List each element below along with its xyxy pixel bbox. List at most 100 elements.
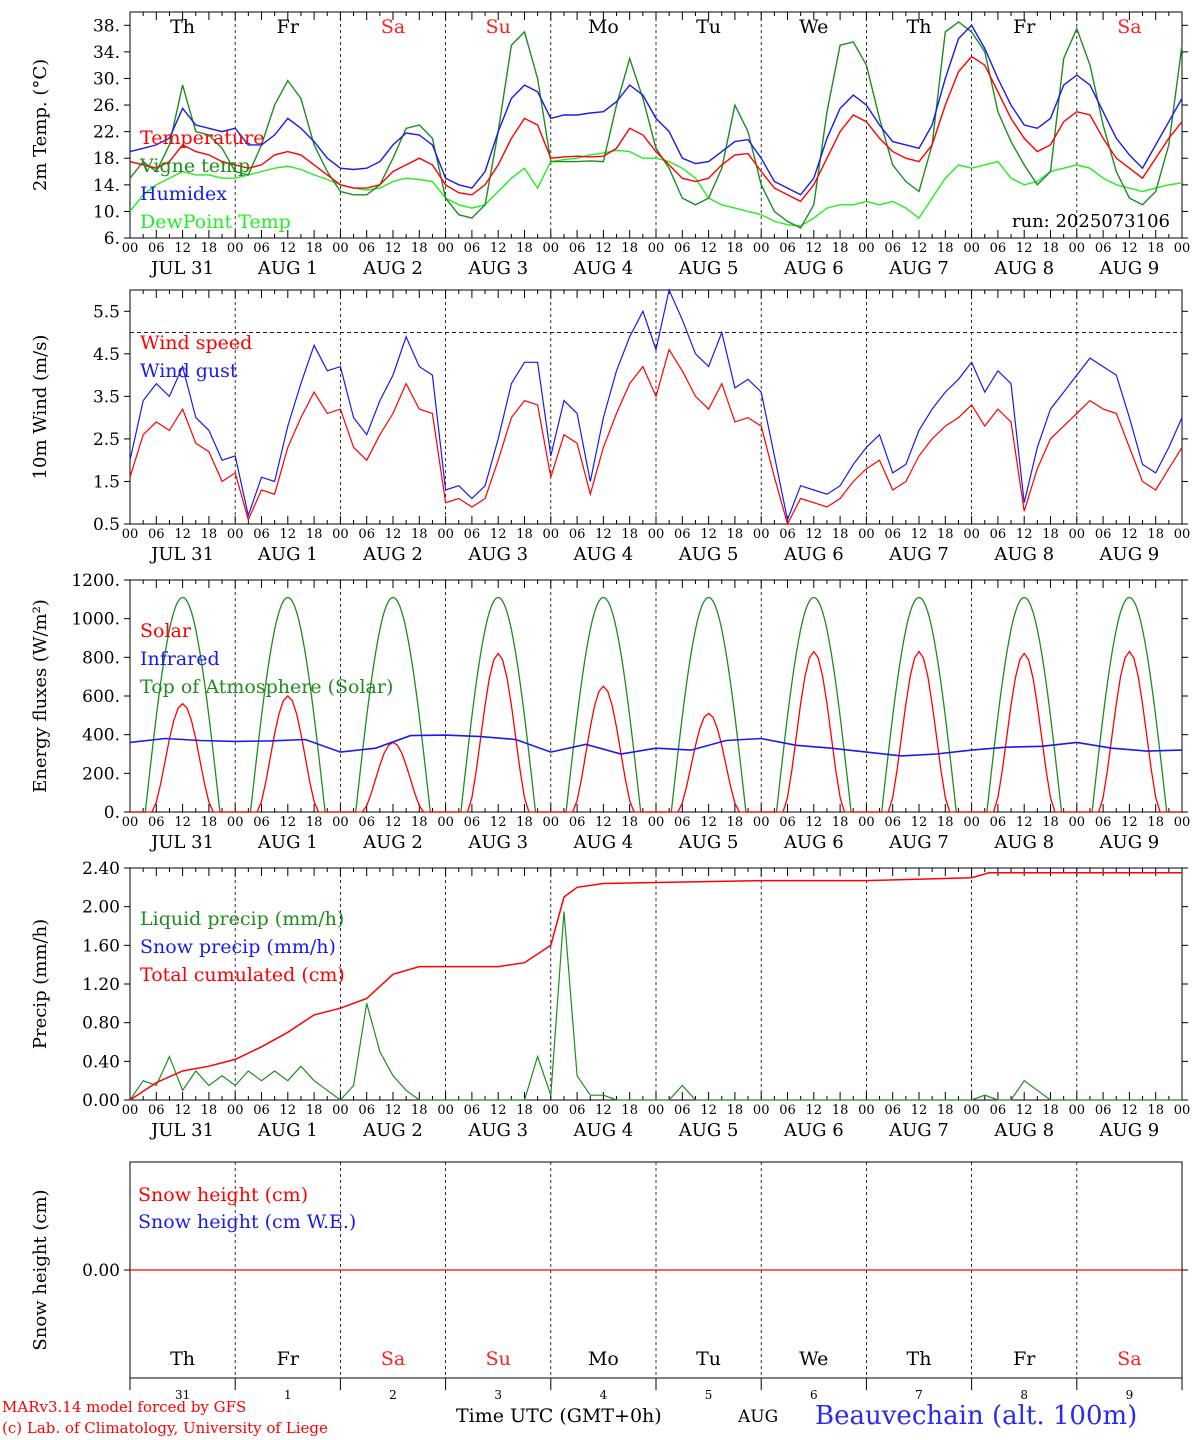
y-tick-label: 1.5 [93,472,120,492]
hour-label: 06 [253,241,270,256]
hour-label: 06 [674,527,691,542]
date-label: AUG 2 [362,544,423,565]
series-line-dewpoint-temp [129,149,1183,227]
hour-label: 12 [280,1103,297,1118]
hour-label: 18 [937,241,954,256]
series-line-humidex [129,24,1183,196]
weekday-label: Th [170,16,195,38]
weekday-label: Mo [588,1348,619,1370]
date-label: JUL 31 [149,544,214,565]
hour-label: 18 [727,815,744,830]
hour-label: 18 [306,1103,323,1118]
hour-label: 00 [1069,1103,1086,1118]
day-number-label: 8 [1020,1388,1028,1402]
site-label: Beauvechain (alt. 100m) [815,1401,1138,1431]
date-label: AUG 8 [993,832,1054,853]
weekday-label: Sa [381,16,405,38]
hour-label: 00 [543,1103,560,1118]
hour-label: 00 [753,815,770,830]
hour-label: 18 [1147,527,1164,542]
legend-entry: Solar [140,620,192,642]
series-line-temperature [129,55,1183,203]
hour-label: 12 [700,1103,717,1118]
hour-label: 06 [148,815,165,830]
hour-label: 06 [569,815,586,830]
weekday-label: Fr [1013,1348,1036,1370]
y-tick-label: 400. [82,726,120,746]
hour-label: 12 [700,815,717,830]
weekday-label: We [799,1348,828,1370]
hour-label: 12 [911,1103,928,1118]
hour-label: 12 [174,527,191,542]
hour-label: 18 [1147,815,1164,830]
hour-label: 06 [148,1103,165,1118]
y-tick-label: 10. [93,202,120,222]
weekday-label: Tu [696,1348,721,1370]
hour-label: 00 [122,241,139,256]
hour-label: 06 [779,1103,796,1118]
y-axis-label: Precip (mm/h) [30,919,51,1049]
hour-label: 18 [727,1103,744,1118]
hour-label: 06 [464,241,481,256]
hour-label: 00 [963,1103,980,1118]
hour-label: 18 [621,527,638,542]
weekday-label: Fr [277,1348,300,1370]
y-tick-label: 2.5 [93,430,120,450]
day-number-label: 3 [494,1388,502,1402]
hour-label: 18 [727,241,744,256]
hour-label: 00 [858,815,875,830]
hour-label: 00 [1069,241,1086,256]
hour-label: 00 [648,815,665,830]
weekday-label: We [799,16,828,38]
series-line-wind-gust [129,288,1183,522]
month-label: AUG [738,1407,779,1427]
y-tick-label: 4.5 [93,345,120,365]
hour-label: 00 [753,527,770,542]
lab-credit: (c) Lab. of Climatology, University of L… [2,1419,328,1437]
hour-label: 12 [490,241,507,256]
hour-label: 06 [253,1103,270,1118]
y-tick-label: 34. [93,43,120,63]
day-number-label: 1 [284,1388,292,1402]
y-tick-label: 0. [104,803,120,823]
hour-label: 00 [122,815,139,830]
date-label: AUG 7 [888,258,949,279]
hour-label: 06 [779,527,796,542]
hour-label: 12 [806,815,823,830]
hour-label: 00 [437,1103,454,1118]
hour-label: 06 [358,527,375,542]
date-label: AUG 9 [1099,258,1160,279]
weekday-label: Th [907,16,932,38]
hour-label: 12 [1016,241,1033,256]
y-tick-label: 3.5 [93,387,120,407]
hour-label: 18 [1147,241,1164,256]
date-label: AUG 1 [257,1120,318,1141]
weekday-label: Sa [1117,1348,1141,1370]
hour-label: 12 [595,527,612,542]
legend-entry: Liquid precip (mm/h) [140,908,344,930]
hour-label: 12 [595,1103,612,1118]
legend-entry: Vigne temp [139,155,250,177]
date-label: AUG 6 [783,1120,844,1141]
hour-label: 06 [569,241,586,256]
weekday-label: Su [486,16,511,38]
y-axis-label: 10m Wind (m/s) [30,335,51,480]
hour-label: 18 [201,1103,218,1118]
date-label: AUG 1 [257,544,318,565]
hour-label: 18 [516,527,533,542]
date-label: JUL 31 [149,1120,214,1141]
weekday-label: Tu [696,16,721,38]
hour-label: 00 [543,241,560,256]
hour-label: 18 [832,527,849,542]
hour-label: 00 [227,815,244,830]
series-line-wind-speed [129,348,1183,526]
hour-label: 00 [753,241,770,256]
hour-label: 06 [990,815,1007,830]
series-line-liquid-precip [129,911,1182,1101]
y-tick-label: 2.40 [82,859,120,879]
date-label: AUG 3 [467,832,528,853]
hour-label: 06 [779,241,796,256]
hour-label: 00 [858,527,875,542]
hour-label: 18 [306,527,323,542]
